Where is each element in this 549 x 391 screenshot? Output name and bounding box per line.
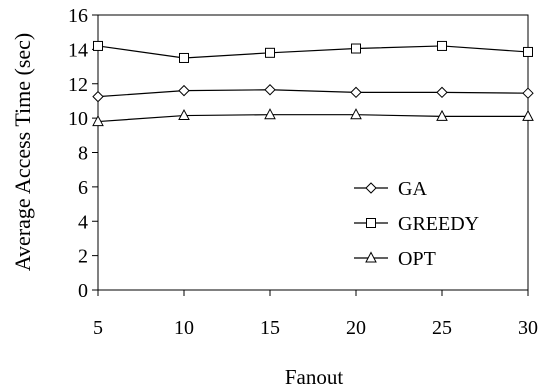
data-point-opt — [436, 109, 448, 121]
x-axis-ticks: 5 10 15 20 25 30 — [93, 290, 538, 339]
data-point-ga — [264, 84, 276, 96]
data-point-opt — [92, 114, 104, 127]
y-tick-label: 10 — [68, 108, 88, 130]
data-point-greedy — [523, 46, 533, 57]
x-tick-label: 5 — [93, 317, 103, 339]
data-point-greedy — [93, 40, 103, 51]
y-axis-ticks: 0 2 4 6 8 10 12 14 16 — [68, 5, 98, 302]
data-point-ga — [522, 87, 534, 99]
series-opt — [92, 108, 534, 127]
x-axis-label: Fanout — [285, 365, 344, 389]
data-point-opt — [178, 108, 190, 121]
y-tick-label: 12 — [68, 74, 88, 96]
data-point-ga — [92, 90, 104, 103]
series-line-greedy — [97, 45, 529, 59]
axes — [97, 14, 529, 291]
legend-item-opt: OPT — [354, 248, 436, 270]
legend-label: GREEDY — [398, 213, 479, 235]
legend-marker-greedy — [366, 218, 376, 228]
series-line-ga — [97, 89, 529, 98]
y-tick-label: 0 — [78, 280, 88, 302]
series-line-opt — [97, 114, 528, 123]
data-point-ga — [436, 86, 448, 99]
series-greedy — [93, 40, 533, 63]
data-point-greedy — [437, 40, 447, 51]
legend-item-greedy: GREEDY — [354, 213, 479, 235]
series-ga — [92, 84, 534, 103]
data-point-opt — [264, 108, 276, 120]
legend-marker-opt — [365, 251, 377, 263]
legend-label: OPT — [398, 248, 436, 270]
data-point-greedy — [351, 43, 361, 54]
y-tick-label: 4 — [78, 211, 88, 233]
y-tick-label: 14 — [68, 39, 88, 61]
data-point-greedy — [265, 47, 275, 58]
y-tick-label: 6 — [78, 177, 88, 199]
data-point-ga — [178, 84, 190, 97]
data-point-greedy — [179, 52, 189, 63]
y-tick-label: 2 — [78, 246, 88, 268]
x-tick-label: 15 — [260, 317, 280, 339]
legend-label: GA — [398, 178, 427, 200]
data-point-ga — [350, 86, 362, 99]
series-layer — [92, 40, 534, 127]
legend: GA GREEDY OPT — [354, 178, 479, 270]
data-point-opt — [350, 108, 362, 120]
data-point-opt — [522, 109, 534, 121]
y-tick-label: 16 — [68, 5, 88, 27]
x-tick-label: 10 — [174, 317, 194, 339]
plot-frame — [97, 14, 529, 291]
x-tick-label: 25 — [432, 317, 452, 339]
y-axis-label: Average Access Time (sec) — [10, 33, 35, 271]
y-tick-label: 8 — [78, 143, 88, 165]
x-tick-label: 20 — [346, 317, 366, 339]
legend-marker-ga — [365, 182, 377, 194]
legend-item-ga: GA — [354, 178, 427, 200]
x-tick-label: 30 — [518, 317, 538, 339]
